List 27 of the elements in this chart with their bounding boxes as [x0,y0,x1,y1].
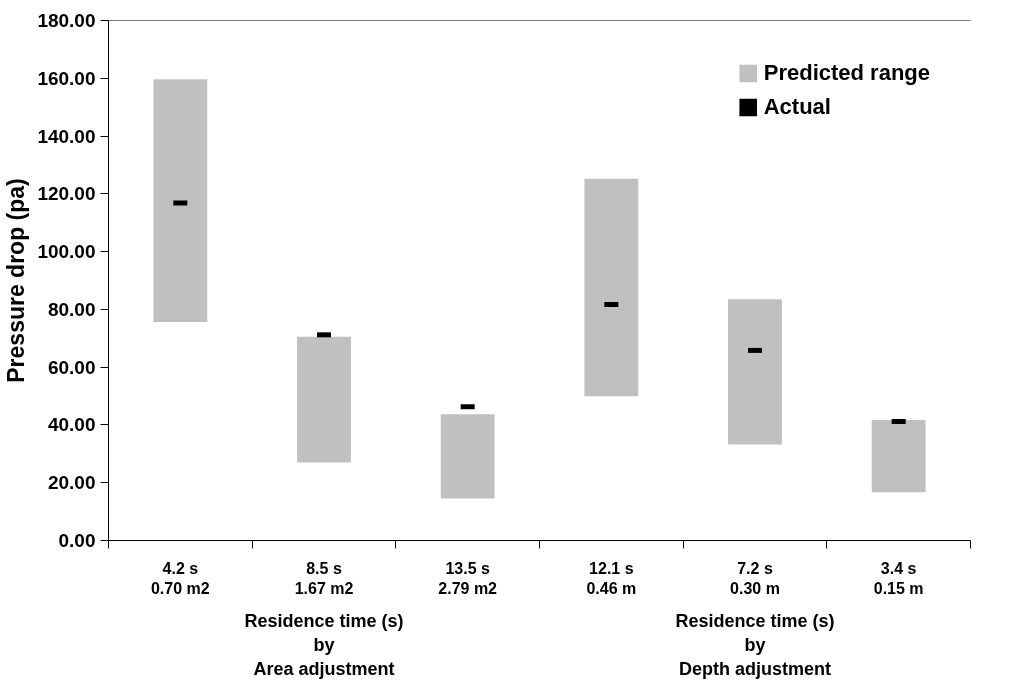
y-tick-label: 40.00 [47,414,96,436]
bar [297,336,351,463]
x-tick-label: 13.5 s 2.79 m2 [438,559,498,597]
y-tick-label: 140.00 [37,125,96,147]
y-tick-label: 120.00 [37,183,96,205]
y-tick-label: 180.00 [37,10,96,31]
text: Residence time (s) by Depth adjustment [675,610,835,679]
bar [871,420,926,493]
y-axis-title: Pressure drop (pa) [3,178,30,383]
x-tick-label: 4.2 s 0.70 m2 [150,559,210,597]
bar [584,178,639,397]
text: Residence time (s) by Area adjustment [244,610,404,679]
x-tick-label: 12.1 s 0.46 m [586,559,637,597]
y-tick-label: 160.00 [37,67,96,89]
x-tick-label: 7.2 s 0.30 m [730,559,780,597]
x-tick-label: 8.5 s 1.67 m2 [294,559,354,597]
y-tick-label: 60.00 [47,356,96,378]
bar [153,79,208,323]
legend-label: Actual [763,94,831,120]
bar [440,414,495,499]
bar [728,299,782,445]
y-tick-label: 80.00 [47,298,96,320]
y-tick-label: 0.00 [58,530,96,551]
y-tick-label: 20.00 [47,472,96,494]
y-tick-label: 100.00 [37,241,96,263]
x-tick-label: 3.4 s 0.15 m [873,559,924,597]
legend-label: Predicted range [763,60,930,86]
